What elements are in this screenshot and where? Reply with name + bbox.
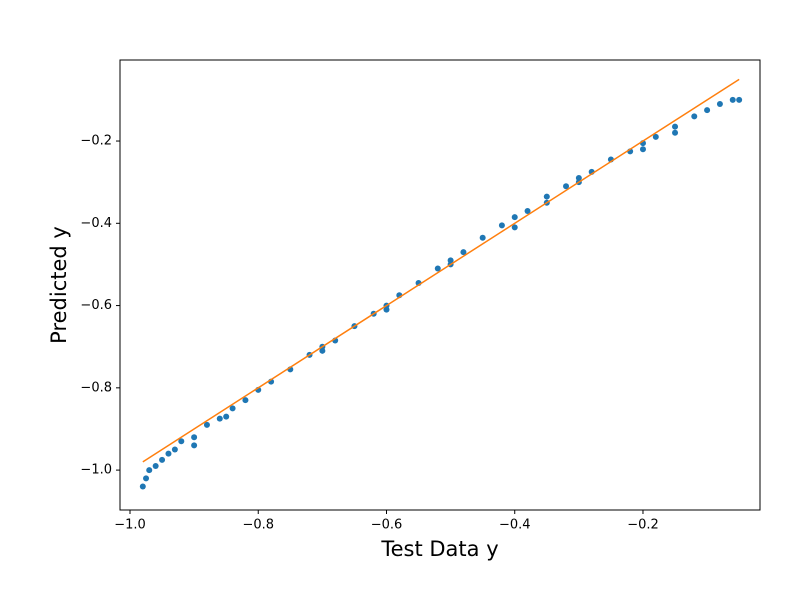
point xyxy=(159,456,166,463)
x-tick-label: −0.6 xyxy=(371,518,403,533)
plot-frame xyxy=(119,59,761,511)
y-tick-label: −0.8 xyxy=(80,380,112,395)
point xyxy=(652,133,659,140)
fit-line xyxy=(142,78,740,463)
point xyxy=(563,183,570,190)
point xyxy=(498,222,505,229)
point xyxy=(524,207,531,214)
point xyxy=(383,306,390,313)
x-tick-label: −0.4 xyxy=(499,518,531,533)
point xyxy=(171,446,178,453)
point xyxy=(672,123,679,130)
x-axis-label: Test Data y xyxy=(380,537,498,561)
point xyxy=(704,107,711,114)
y-axis-label: Predicted y xyxy=(47,226,71,344)
point xyxy=(319,347,326,354)
point xyxy=(191,442,198,449)
point xyxy=(178,438,185,445)
point xyxy=(242,397,249,404)
point xyxy=(639,146,646,153)
point xyxy=(729,96,736,103)
point xyxy=(146,467,153,474)
y-tick-label: −0.2 xyxy=(80,134,112,149)
point xyxy=(479,234,486,241)
point xyxy=(716,101,723,108)
point xyxy=(511,224,518,231)
point xyxy=(736,96,743,103)
point xyxy=(152,462,159,469)
x-tick-label: −0.8 xyxy=(242,518,274,533)
point xyxy=(672,129,679,136)
point xyxy=(434,265,441,272)
point xyxy=(216,415,223,422)
point xyxy=(191,434,198,441)
point xyxy=(460,249,467,256)
y-tick-label: −0.6 xyxy=(80,298,112,313)
point xyxy=(223,413,230,420)
point xyxy=(511,214,518,221)
point xyxy=(575,175,582,182)
point xyxy=(691,113,698,120)
x-tick-label: −1.0 xyxy=(114,518,146,533)
point xyxy=(139,483,146,490)
point xyxy=(543,193,550,200)
point xyxy=(447,257,454,264)
y-tick-label: −1.0 xyxy=(80,463,112,478)
y-tick-label: −0.4 xyxy=(80,216,112,231)
point xyxy=(229,405,236,412)
point xyxy=(203,421,210,428)
point xyxy=(143,475,150,482)
point xyxy=(165,450,172,457)
x-tick-label: −0.2 xyxy=(627,518,659,533)
